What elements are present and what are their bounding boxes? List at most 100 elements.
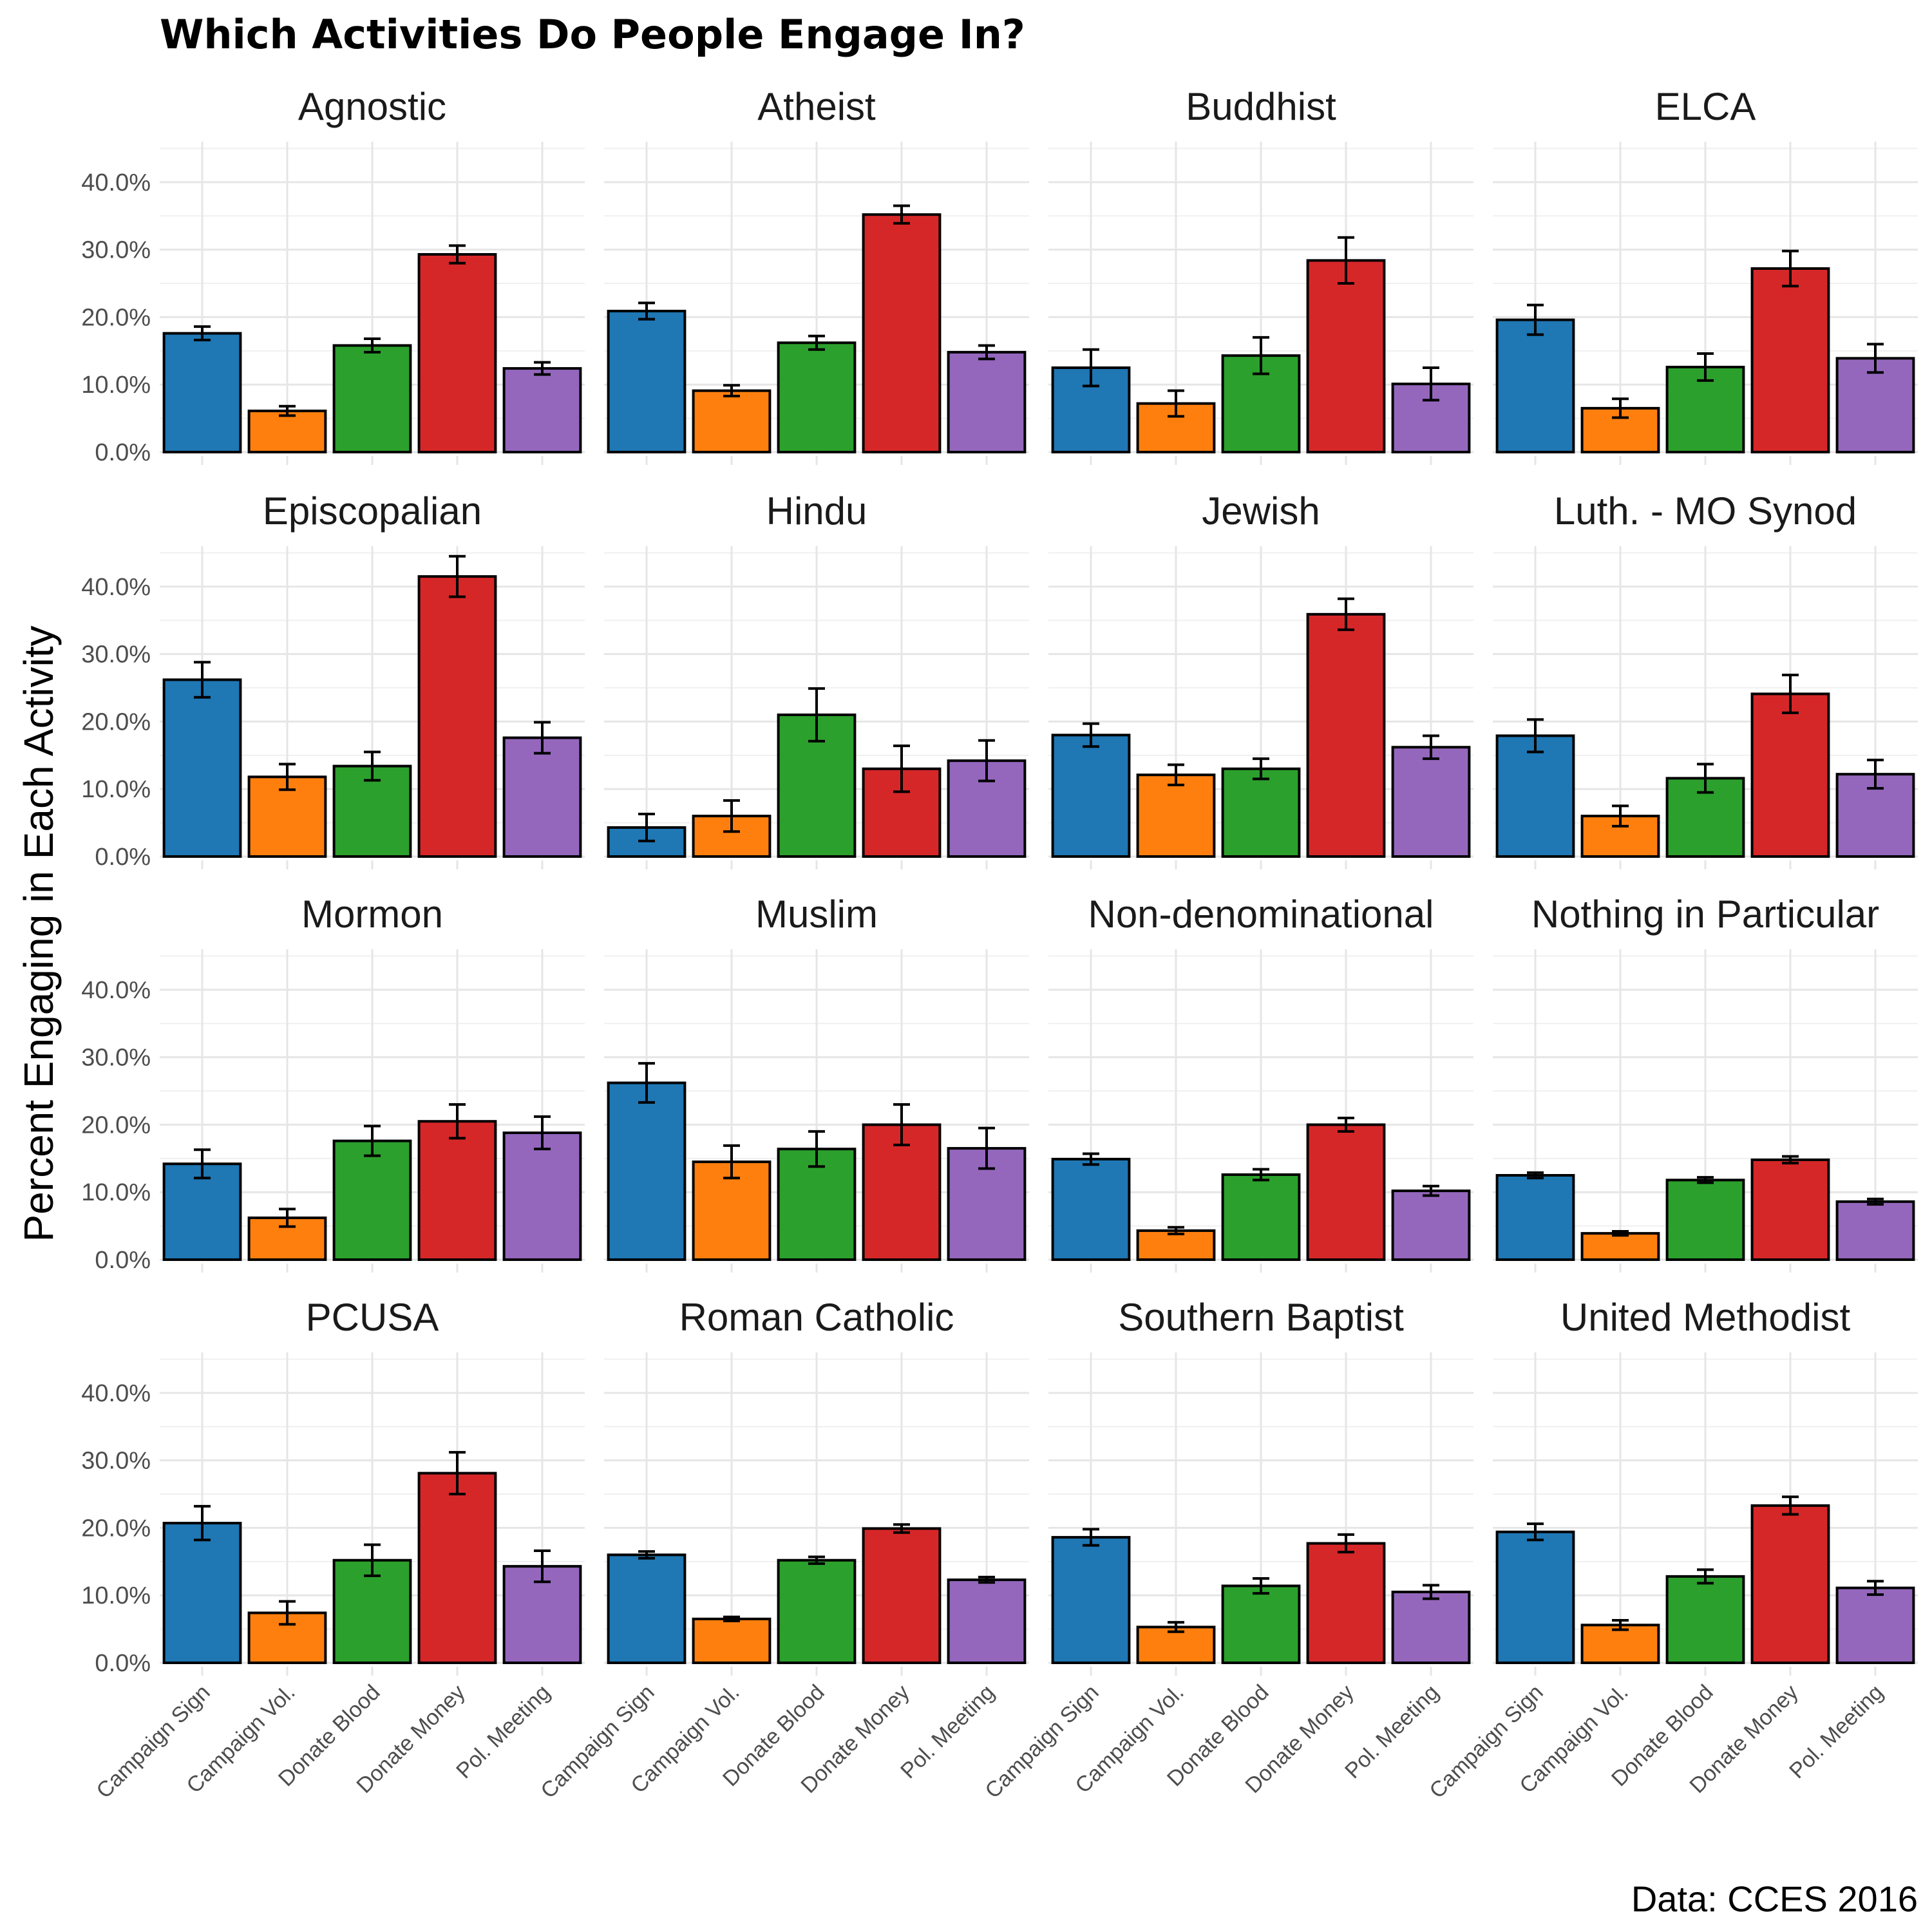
- panels-layer: Agnostic 0.0% 10.0% 20.0% 30.0% 40.0% Atheist B…: [81, 85, 1918, 1803]
- y-tick-label: 10.0%: [81, 1582, 151, 1609]
- bar: [1835, 357, 1915, 453]
- y-tick-label: 20.0%: [81, 1112, 151, 1139]
- y-tick-label: 0.0%: [95, 844, 151, 871]
- bar: [1136, 773, 1216, 858]
- panel: Nothing in Particular: [1493, 893, 1918, 1273]
- bar: [1221, 767, 1301, 858]
- panel: Mormon 0.0% 10.0% 20.0% 30.0% 40.0%: [81, 893, 585, 1274]
- bar: [502, 1132, 582, 1261]
- y-tick-label: 0.0%: [95, 1650, 151, 1677]
- bar: [1495, 1174, 1575, 1261]
- panel: ELCA: [1493, 85, 1918, 465]
- y-tick-label: 40.0%: [81, 977, 151, 1004]
- bar: [417, 252, 497, 453]
- panel-title: Southern Baptist: [1118, 1296, 1404, 1339]
- bar: [947, 350, 1027, 454]
- panel-title: PCUSA: [306, 1296, 439, 1339]
- bar: [947, 1578, 1027, 1665]
- bar: [1051, 734, 1131, 858]
- panel-title: United Methodist: [1560, 1296, 1851, 1339]
- y-tick-label: 30.0%: [81, 1448, 151, 1475]
- bar: [777, 341, 857, 454]
- panel: Atheist: [604, 85, 1029, 465]
- panel-title: ELCA: [1655, 85, 1756, 128]
- panel: Non-denominational: [1048, 893, 1473, 1273]
- y-tick-label: 20.0%: [81, 708, 151, 735]
- panel-title: Episcopalian: [263, 489, 482, 533]
- panel: Hindu: [604, 489, 1029, 869]
- bar: [247, 410, 327, 453]
- y-tick-label: 0.0%: [95, 1247, 151, 1274]
- bar: [1221, 1584, 1301, 1665]
- bar: [1391, 1590, 1471, 1665]
- bar: [1750, 1158, 1830, 1262]
- bar: [1136, 1229, 1216, 1262]
- panel: Agnostic 0.0% 10.0% 20.0% 30.0% 40.0%: [81, 85, 585, 466]
- bar: [502, 736, 582, 858]
- bar: [607, 1553, 687, 1665]
- bar: [417, 575, 497, 858]
- bar: [1391, 1189, 1471, 1261]
- bar: [1306, 612, 1386, 858]
- chart-title: Which Activities Do People Engage In?: [160, 11, 1025, 58]
- panel-title: Roman Catholic: [679, 1296, 954, 1339]
- bar: [502, 367, 582, 454]
- panel-title: Jewish: [1202, 489, 1320, 533]
- panel: Buddhist: [1048, 85, 1473, 465]
- bar: [862, 213, 942, 453]
- panel: Episcopalian 0.0% 10.0% 20.0% 30.0% 40.0%: [81, 489, 585, 871]
- panel-title: Luth. - MO Synod: [1554, 489, 1857, 533]
- bar: [1750, 692, 1830, 858]
- panel-title: Hindu: [766, 489, 867, 533]
- bar: [777, 1558, 857, 1665]
- bar: [1051, 1157, 1131, 1261]
- panel-title: Nothing in Particular: [1531, 893, 1879, 936]
- bar: [692, 1617, 772, 1665]
- chart-caption: Data: CCES 2016: [1631, 1879, 1918, 1919]
- bar: [1495, 318, 1575, 454]
- panel: Luth. - MO Synod: [1493, 489, 1918, 869]
- y-tick-label: 30.0%: [81, 1045, 151, 1072]
- bar: [162, 332, 242, 453]
- y-tick-label: 10.0%: [81, 1179, 151, 1206]
- bar: [1750, 267, 1830, 453]
- y-axis-label: Percent Engaging in Each Activity: [15, 626, 62, 1242]
- bar: [162, 1522, 242, 1665]
- bar: [417, 1472, 497, 1664]
- y-tick-label: 40.0%: [81, 574, 151, 601]
- bar: [417, 1120, 497, 1262]
- bar: [1665, 1575, 1745, 1664]
- bar: [1750, 1504, 1830, 1664]
- bar: [1391, 746, 1471, 858]
- bar: [1306, 259, 1386, 453]
- panel-title: Agnostic: [298, 85, 446, 128]
- bar: [1495, 734, 1575, 858]
- y-tick-label: 40.0%: [81, 169, 151, 196]
- y-tick-label: 20.0%: [81, 304, 151, 331]
- panel-title: Muslim: [755, 893, 878, 936]
- bar: [607, 1081, 687, 1262]
- panel-title: Mormon: [301, 893, 443, 936]
- bar: [1051, 1536, 1131, 1664]
- panel: Muslim: [604, 893, 1029, 1273]
- panel-title: Non-denominational: [1088, 893, 1434, 936]
- y-tick-label: 10.0%: [81, 372, 151, 399]
- bar: [1495, 1530, 1575, 1664]
- bar: [1665, 1179, 1745, 1262]
- panel-title: Atheist: [757, 85, 876, 128]
- bar: [1580, 1232, 1660, 1261]
- bar: [1221, 1173, 1301, 1261]
- bar: [607, 310, 687, 453]
- y-tick-label: 30.0%: [81, 641, 151, 668]
- bar: [1306, 1542, 1386, 1664]
- y-tick-label: 10.0%: [81, 776, 151, 803]
- panel: Jewish: [1048, 489, 1473, 869]
- y-tick-label: 40.0%: [81, 1380, 151, 1407]
- bar: [692, 389, 772, 453]
- bar: [332, 1139, 412, 1262]
